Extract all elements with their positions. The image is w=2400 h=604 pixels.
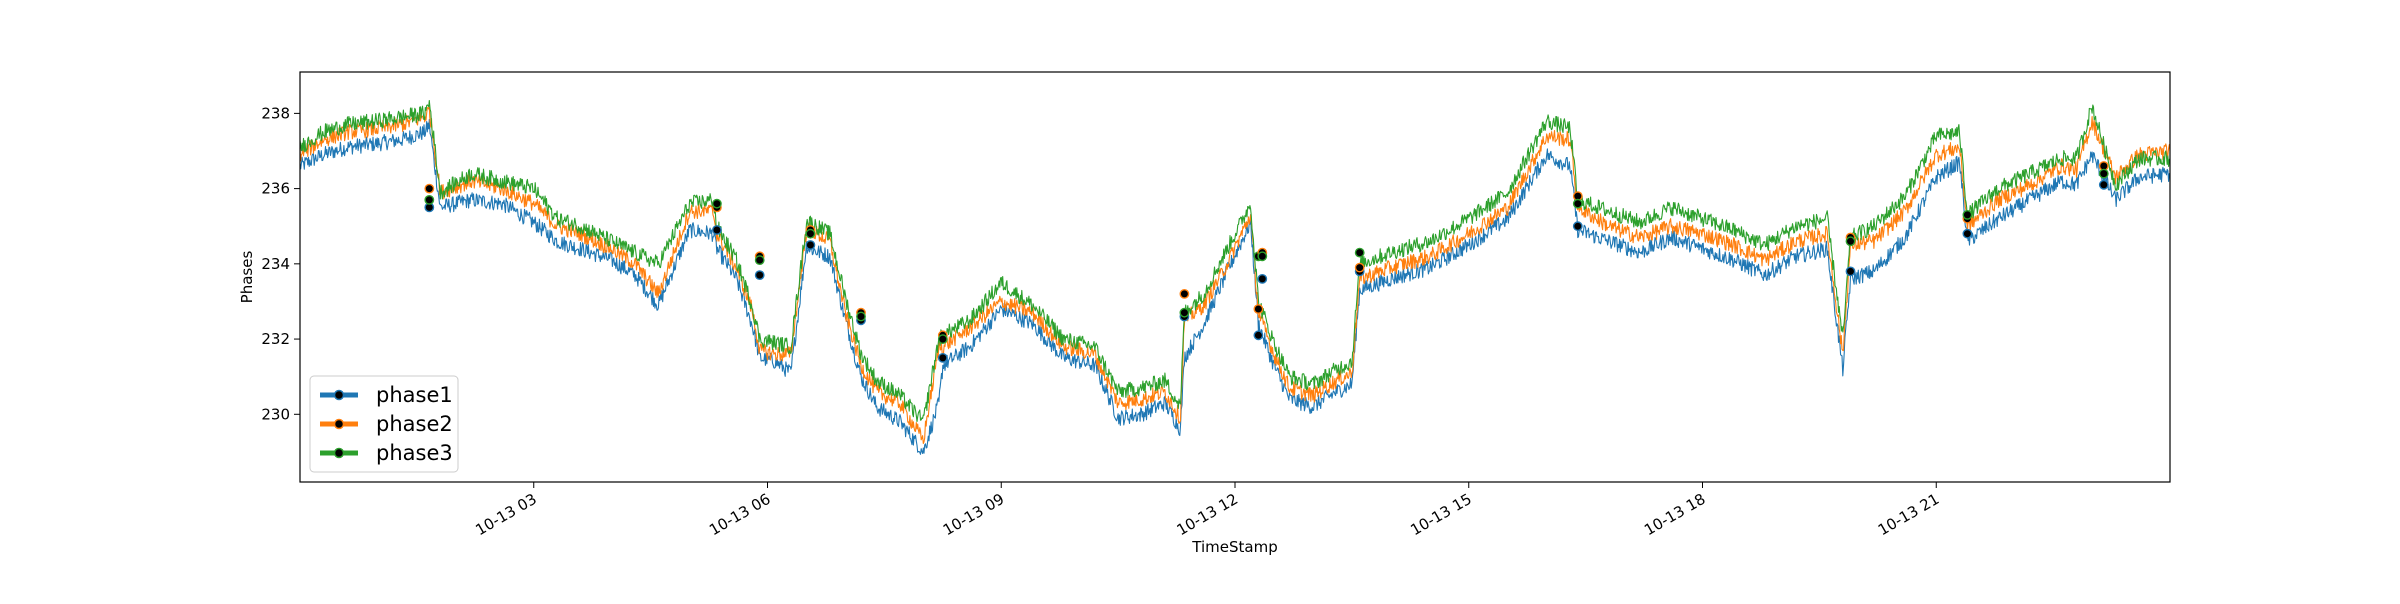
event-marker-phase1 (1572, 221, 1583, 232)
y-axis: 230 232 234 236 238 (261, 104, 300, 423)
legend: phase1 phase2 phase3 (309, 375, 459, 473)
x-tick-label: 10-13 06 (706, 490, 773, 539)
y-axis-label: Phases (238, 251, 256, 304)
y-tick-label: 232 (261, 330, 290, 348)
event-marker-phase1 (1257, 273, 1268, 284)
event-marker-phase3 (937, 334, 948, 344)
legend-marker-phase3 (333, 447, 345, 459)
event-marker-phase3 (1845, 236, 1856, 247)
event-marker-phase3 (1962, 209, 1973, 220)
event-marker-phase2 (424, 183, 435, 194)
event-marker-phase3 (712, 198, 722, 209)
event-marker-phase3 (424, 194, 435, 205)
plot-area-frame (299, 71, 2171, 483)
event-marker-phase2 (1253, 304, 1264, 314)
x-axis: 10-13 03 10-13 06 10-13 09 10-13 12 10-13 15… (472, 482, 1942, 539)
event-marker-phase1 (805, 240, 816, 250)
x-tick-label: 10-13 12 (1174, 490, 1241, 539)
legend-entry-phase3: phase3 (320, 441, 453, 465)
event-marker-phase2 (1179, 288, 1190, 299)
event-marker-phase1 (712, 225, 722, 235)
legend-entry-phase1: phase1 (320, 383, 453, 407)
event-marker-phase3 (805, 228, 816, 239)
legend-label-phase3: phase3 (376, 441, 453, 465)
x-tick-label: 10-13 09 (940, 490, 1007, 539)
y-tick-label: 230 (261, 405, 290, 423)
legend-label-phase2: phase2 (376, 412, 453, 436)
y-tick-label: 234 (261, 255, 290, 273)
event-marker-phase3 (754, 255, 765, 266)
legend-label-phase1: phase1 (376, 383, 453, 407)
event-marker-phase3 (1179, 307, 1190, 318)
event-marker-phase1 (1845, 266, 1856, 277)
event-marker-phase3 (1572, 198, 1583, 209)
y-tick-label: 238 (261, 104, 290, 122)
x-axis-label: TimeStamp (1191, 538, 1277, 556)
x-tick-label: 10-13 21 (1875, 490, 1942, 539)
series-layer (299, 100, 2171, 455)
event-marker-phase1 (2098, 179, 2109, 190)
legend-marker-phase1 (333, 389, 345, 401)
y-tick-label: 236 (261, 180, 290, 198)
x-tick-label: 10-13 18 (1641, 490, 1708, 539)
event-marker-phase1 (1253, 330, 1264, 341)
legend-box (309, 375, 459, 473)
legend-marker-phase2 (333, 418, 345, 430)
marker-layer (424, 161, 2109, 363)
event-marker-phase3 (856, 311, 866, 322)
event-marker-phase2 (1354, 262, 1365, 273)
event-marker-phase1 (937, 352, 948, 363)
series-line-phase2 (299, 106, 2171, 445)
x-tick-label: 10-13 03 (472, 490, 539, 539)
event-marker-phase3 (2098, 168, 2109, 179)
series-line-phase1 (299, 119, 2171, 455)
x-tick-label: 10-13 15 (1407, 490, 1474, 539)
event-marker-phase3 (1257, 251, 1268, 262)
legend-entry-phase2: phase2 (320, 412, 453, 436)
event-marker-phase3 (1354, 247, 1365, 258)
series-line-phase3 (299, 100, 2171, 423)
event-marker-phase1 (1962, 228, 1973, 239)
event-marker-phase1 (754, 270, 765, 280)
